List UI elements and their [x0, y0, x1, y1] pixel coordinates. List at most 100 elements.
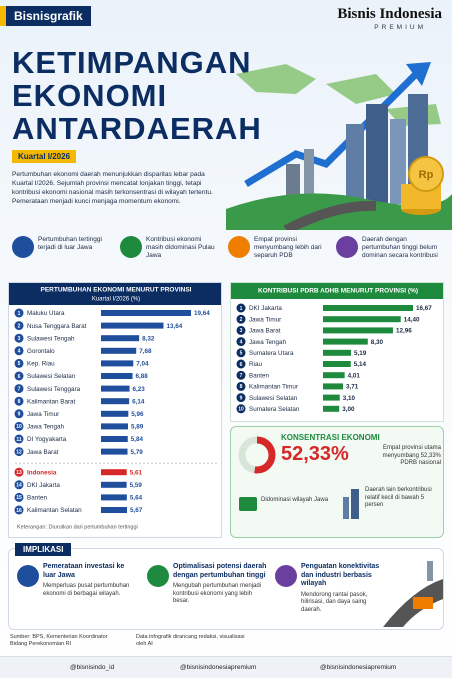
concentration-box: KONSENTRASI EKONOMI 52,33% Empat provins…	[230, 426, 444, 538]
title-line: EKONOMI	[12, 78, 168, 113]
source: Sumber: BPS, Kementerian Koordinator Bid…	[10, 634, 108, 647]
icon	[12, 236, 34, 258]
icon	[275, 565, 297, 587]
bar	[101, 410, 129, 417]
chart-header	[9, 283, 221, 305]
rank-badge	[14, 358, 24, 368]
implications-title: IMPLIKASI	[15, 543, 72, 556]
chart-subtitle: Kuartal I/2026 (%)	[92, 297, 140, 303]
rank: 10	[16, 424, 22, 430]
rank: 13	[16, 470, 22, 476]
rank-badge	[14, 447, 24, 457]
icon	[336, 236, 358, 258]
bar	[101, 347, 137, 354]
social-handle: @bisnisindonesiapremium	[180, 664, 257, 671]
value-label: 12,96	[396, 328, 412, 335]
rank-badge	[14, 333, 24, 343]
illustration: Rp	[226, 62, 452, 230]
coin-label: Rp	[419, 169, 434, 181]
brand: Bisnisgrafik	[6, 6, 91, 26]
category-label: Jawa Barat	[249, 328, 281, 335]
rank-badge	[236, 404, 246, 414]
bar	[101, 335, 140, 342]
rank: 15	[16, 495, 22, 501]
highlight: Empat provinsi menyumbang lebih dari sep…	[254, 236, 322, 259]
icon	[147, 565, 169, 587]
category-label: Jawa Timur	[27, 411, 59, 418]
highlights: Pertumbuhan tertinggi terjadi di luar Ja…	[8, 234, 444, 278]
category-label: Jawa Timur	[249, 316, 281, 323]
category-label: Sulawesi Tenggara	[27, 386, 81, 393]
rank-badge	[14, 308, 24, 318]
value-label: 3,10	[343, 395, 356, 402]
value-label: 5,96	[131, 411, 144, 418]
rank-badge	[14, 505, 24, 515]
bar	[323, 361, 351, 367]
concentration-graphic	[238, 436, 359, 519]
chart-note: Keterangan: Diurutkan dari pertumbuhan t…	[17, 524, 138, 530]
value-label: 5,61	[130, 469, 143, 476]
bar	[323, 372, 345, 379]
category-label: Jawa Tengah	[27, 424, 64, 431]
highlight: Kontribusi ekonomi masih didominasi Pula…	[146, 236, 215, 259]
concentration-value: 52,33%	[281, 443, 349, 465]
rank: 2	[18, 323, 21, 329]
rank: 7	[240, 373, 243, 379]
value-label: 3,71	[346, 384, 359, 391]
rank-badge	[14, 467, 24, 477]
category-label: Kep. Riau	[27, 361, 55, 368]
bar	[323, 316, 401, 323]
implication: Pemerataan investasi ke luar Jawa Memper…	[43, 563, 139, 598]
credit: Data infografik dirancang redaksi, visua…	[136, 634, 245, 647]
category-label: Sulawesi Selatan	[27, 373, 76, 380]
rank: 9	[240, 395, 243, 401]
social-bar: @bisnisindo_id @bisnisindonesiapremium @…	[0, 656, 452, 678]
bar	[323, 305, 413, 311]
value-label: 8,30	[371, 339, 384, 346]
category-label: Kalimantan Selatan	[27, 507, 82, 514]
rank: 8	[240, 384, 243, 390]
bar	[101, 448, 128, 455]
rank: 5	[240, 351, 243, 357]
rank: 7	[18, 386, 21, 392]
icon	[17, 565, 39, 587]
concentration-item: Daerah lain berkontribusi relatif kecil …	[365, 487, 432, 508]
category-label: Nusa Tenggara Barat	[27, 323, 87, 330]
category-label: Sumatera Utara	[249, 350, 294, 357]
rank: 9	[18, 412, 21, 418]
growth-chart: PERTUMBUHAN EKONOMI MENURUT PROVINSI Kuar…	[8, 282, 222, 538]
implications: IMPLIKASI Pemerataan investasi ke luar J…	[8, 543, 444, 630]
rank-badge	[236, 381, 246, 391]
concentration-item: Didominasi wilayah Jawa	[261, 497, 329, 503]
value-label: 5,89	[131, 424, 144, 431]
rank-badge	[14, 371, 24, 381]
social-handle: @bisnisindo_id	[70, 664, 115, 671]
value-label: 13,64	[167, 323, 183, 330]
rank-badge	[236, 303, 246, 313]
rank: 2	[240, 317, 243, 323]
bar	[101, 507, 127, 513]
category-label: DKI Jakarta	[249, 305, 282, 312]
rank-badge	[14, 384, 24, 394]
bar	[101, 481, 127, 488]
implication-text: Mengubah pertumbuhan menjadi kontribusi …	[173, 583, 262, 604]
category-label: Banten	[27, 495, 47, 502]
bar	[101, 322, 164, 329]
value-label: 6,88	[136, 373, 149, 380]
category-label: Jawa Barat	[27, 449, 59, 456]
rank-badge	[236, 348, 246, 358]
bar	[101, 436, 128, 442]
bar	[101, 423, 128, 430]
value-label: 4,01	[348, 372, 361, 379]
rank: 1	[240, 306, 243, 312]
rank-badge	[14, 409, 24, 419]
implication-title: Optimalisasi potensi daerah dengan pertu…	[173, 563, 267, 579]
category-label: Kalimantan Barat	[27, 398, 76, 405]
value-label: 16,67	[416, 305, 432, 312]
rank-badge	[14, 396, 24, 406]
rank: 5	[18, 361, 21, 367]
category-label: Sulawesi Tengah	[27, 335, 75, 342]
implication-title: Penguatan konektivitas dan industri berb…	[301, 563, 380, 587]
rank-badge	[14, 321, 24, 331]
rank-badge	[14, 346, 24, 356]
